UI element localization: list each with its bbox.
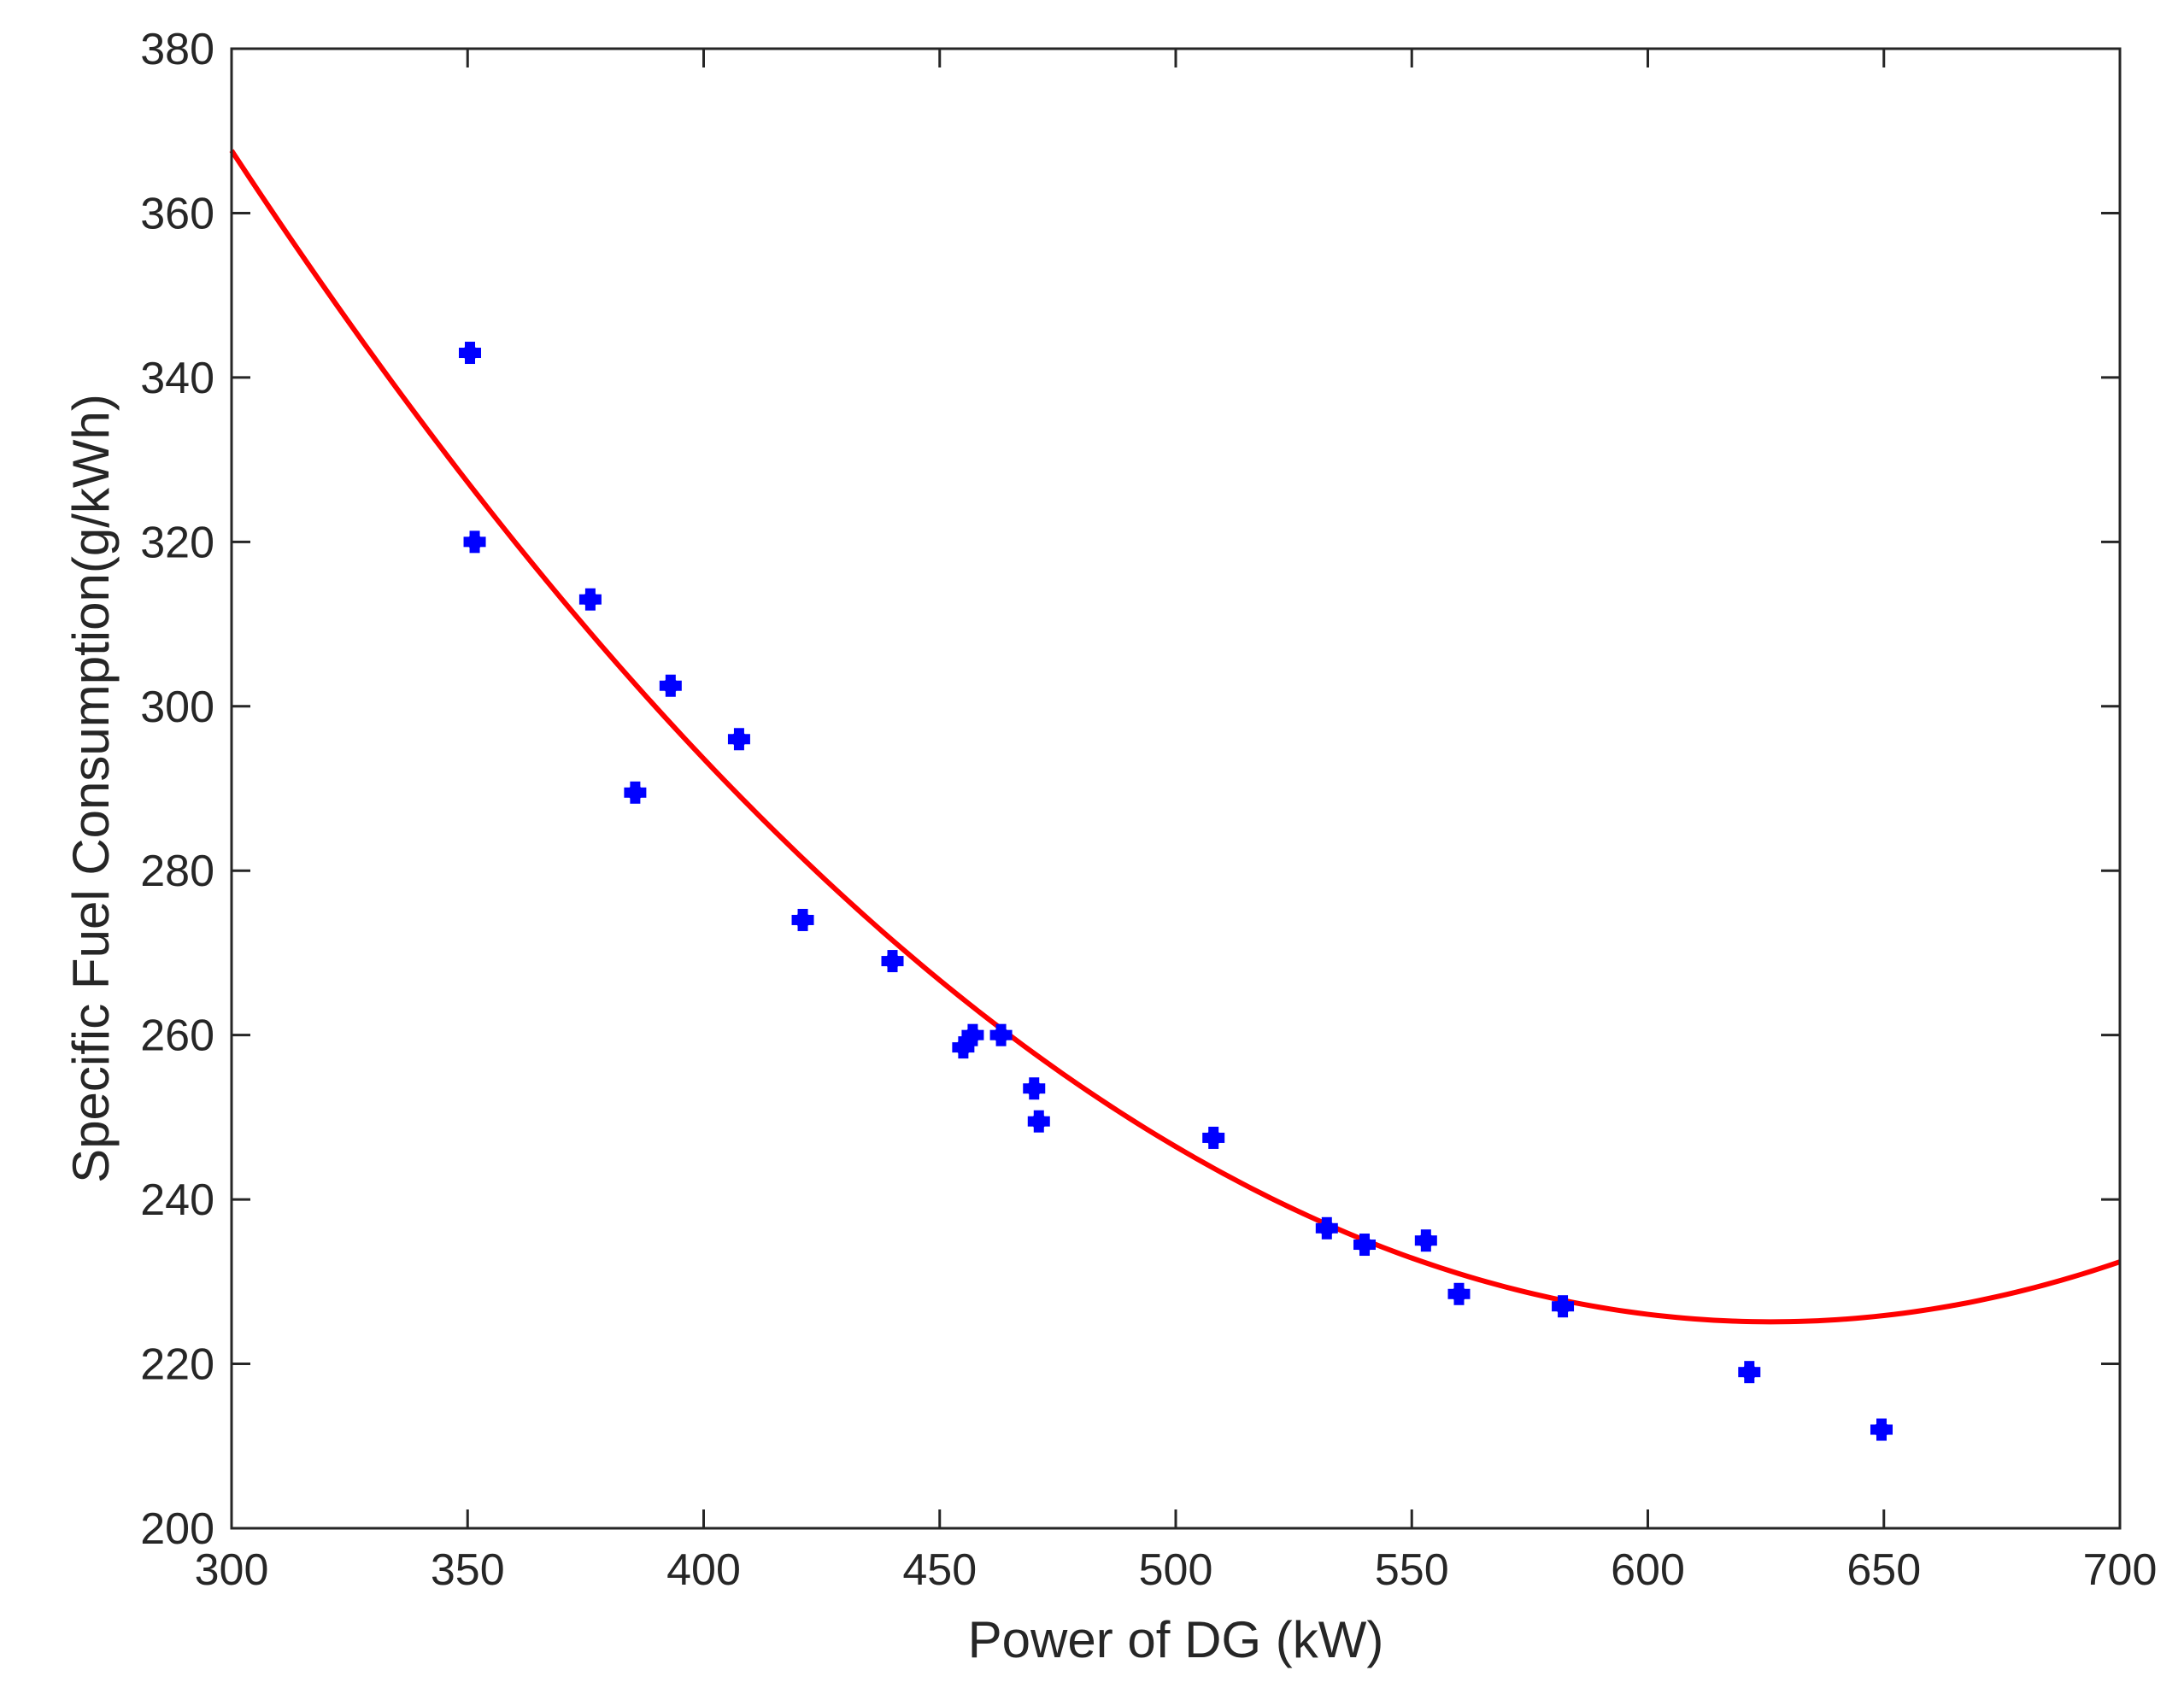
data-point — [1315, 1216, 1338, 1240]
data-points-layer — [459, 342, 1893, 1441]
data-point — [463, 530, 486, 554]
axis-ticks: 300 350 400 450 500 550 600 650 700 200 220 240 260 2… — [140, 25, 2157, 1595]
data-point — [1870, 1418, 1893, 1441]
data-point — [989, 1023, 1013, 1046]
x-tick-label: 300 — [195, 1545, 269, 1595]
plot-frame — [230, 47, 2122, 1530]
fit-curve — [229, 149, 2121, 1325]
data-point — [659, 674, 682, 697]
y-tick-label: 380 — [140, 25, 214, 74]
y-tick-label: 280 — [140, 847, 214, 896]
x-axis-label: Power of DG (kW) — [968, 1611, 1384, 1668]
data-point — [881, 950, 904, 973]
y-tick-label: 300 — [140, 683, 214, 732]
y-tick-label: 320 — [140, 518, 214, 567]
fit-curve-layer — [229, 149, 2121, 1325]
y-axis-label: Specific Fuel Consumption(g/kWh) — [62, 394, 120, 1183]
data-point — [1027, 1110, 1050, 1133]
y-tick-label: 360 — [140, 189, 214, 238]
y-tick-label: 220 — [140, 1340, 214, 1390]
x-tick-label: 400 — [666, 1545, 741, 1595]
data-point — [1023, 1077, 1046, 1100]
data-point — [961, 1023, 984, 1046]
y-tick-label: 240 — [140, 1175, 214, 1225]
data-point — [1202, 1126, 1225, 1149]
x-tick-label: 550 — [1375, 1545, 1449, 1595]
data-point — [1414, 1229, 1437, 1252]
data-point — [1447, 1282, 1471, 1305]
x-tick-label: 700 — [2083, 1545, 2158, 1595]
x-tick-label: 500 — [1139, 1545, 1213, 1595]
x-tick-label: 600 — [1611, 1545, 1685, 1595]
data-point — [791, 908, 814, 931]
y-tick-label: 340 — [140, 354, 214, 403]
data-point — [459, 342, 482, 365]
data-point — [578, 588, 602, 611]
y-tick-label: 200 — [140, 1504, 214, 1554]
data-point — [727, 728, 750, 751]
data-point — [1738, 1361, 1761, 1384]
data-point — [624, 781, 647, 804]
x-tick-label: 650 — [1846, 1545, 1921, 1595]
x-tick-label: 350 — [431, 1545, 505, 1595]
data-point — [1552, 1295, 1575, 1318]
y-tick-label: 260 — [140, 1011, 214, 1061]
x-tick-label: 450 — [902, 1545, 977, 1595]
data-point — [1353, 1234, 1376, 1257]
